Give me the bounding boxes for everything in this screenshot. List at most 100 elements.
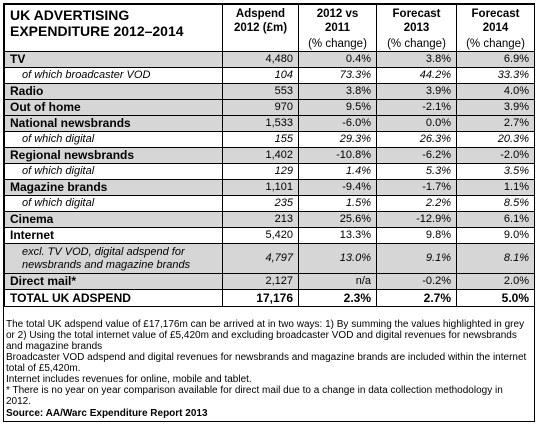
source-note: Source: AA/Warc Expenditure Report 2013 (6, 408, 208, 419)
table-row: Internet 5,420 13.3% 9.8% 9.0% (4, 227, 535, 244)
cell-f2013: 5.3% (376, 163, 457, 180)
footnote-3: Internet includes revenues for online, m… (6, 374, 252, 385)
total-chg2012: 2.3% (298, 289, 377, 307)
row-label: Cinema (4, 211, 223, 228)
col-2012-sub: (% change) (308, 38, 367, 50)
cell-f2013: 26.3% (376, 131, 457, 148)
table-title: UK ADVERTISING EXPENDITURE 2012–2014 (4, 4, 223, 52)
row-label: excl. TV VOD, digital adspend for newsbr… (4, 243, 223, 274)
cell-chg2012: -9.4% (298, 179, 377, 196)
cell-f2014: 3.5% (456, 163, 535, 180)
cell-f2013: 9.1% (376, 243, 457, 274)
total-f2013: 2.7% (376, 289, 457, 307)
cell-f2014: 8.1% (456, 243, 535, 274)
cell-adspend: 4,480 (222, 51, 299, 68)
table-row: of which digital 235 1.5% 2.2% 8.5% (4, 195, 535, 212)
cell-f2014: 1.1% (456, 179, 535, 196)
row-label: of which digital (4, 195, 223, 212)
table-row: Cinema 213 25.6% -12.9% 6.1% (4, 211, 535, 228)
cell-adspend: 213 (222, 211, 299, 228)
cell-adspend: 235 (222, 195, 299, 212)
table-row: Direct mail* 2,127 n/a -0.2% 2.0% (4, 273, 535, 290)
cell-f2014: 2.0% (456, 273, 535, 290)
col-2013-sub: (% change) (387, 38, 446, 50)
row-label: Magazine brands (4, 179, 223, 196)
table-row: TV 4,480 0.4% 3.8% 6.9% (4, 51, 535, 68)
cell-adspend: 155 (222, 131, 299, 148)
cell-adspend: 553 (222, 83, 299, 100)
table-row: Radio 553 3.8% 3.9% 4.0% (4, 83, 535, 100)
cell-f2014: 3.9% (456, 99, 535, 116)
total-row: TOTAL UK ADSPEND 17,176 2.3% 2.7% 5.0% (4, 289, 535, 307)
cell-f2013: -12.9% (376, 211, 457, 228)
cell-chg2012: 13.3% (298, 227, 377, 244)
cell-adspend: 1,101 (222, 179, 299, 196)
cell-adspend: 4,797 (222, 243, 299, 274)
row-label: of which digital (4, 163, 223, 180)
cell-f2014: 6.1% (456, 211, 535, 228)
table-row: Magazine brands 1,101 -9.4% -1.7% 1.1% (4, 179, 535, 196)
cell-f2014: 8.5% (456, 195, 535, 212)
cell-chg2012: 1.4% (298, 163, 377, 180)
total-adspend: 17,176 (222, 289, 299, 307)
adspend-table: UK ADVERTISING EXPENDITURE 2012–2014 Ads… (4, 4, 535, 307)
cell-adspend: 129 (222, 163, 299, 180)
cell-chg2012: 3.8% (298, 83, 377, 100)
cell-f2014: 4.0% (456, 83, 535, 100)
cell-chg2012: 9.5% (298, 99, 377, 116)
table-row: excl. TV VOD, digital adspend for newsbr… (4, 243, 535, 274)
cell-chg2012: -6.0% (298, 115, 377, 132)
footnote-4: * There is no year on year comparison av… (6, 385, 503, 407)
row-label: National newsbrands (4, 115, 223, 132)
table-row: Regional newsbrands 1,402 -10.8% -6.2% -… (4, 147, 535, 164)
cell-f2014: 2.7% (456, 115, 535, 132)
cell-f2013: -1.7% (376, 179, 457, 196)
col-2014-label: Forecast 2014 (471, 8, 520, 34)
col-2012-label: 2012 vs 2011 (316, 8, 359, 34)
cell-chg2012: 25.6% (298, 211, 377, 228)
row-label: Regional newsbrands (4, 147, 223, 164)
cell-f2014: 6.9% (456, 51, 535, 68)
cell-adspend: 2,127 (222, 273, 299, 290)
table-row: National newsbrands 1,533 -6.0% 0.0% 2.7… (4, 115, 535, 132)
footnotes: The total UK adspend value of £17,176m c… (6, 319, 530, 419)
row-label: Internet (4, 227, 223, 244)
cell-f2014: 33.3% (456, 67, 535, 84)
row-label: of which digital (4, 131, 223, 148)
table-frame: UK ADVERTISING EXPENDITURE 2012–2014 Ads… (3, 3, 535, 422)
row-label: of which broadcaster VOD (4, 67, 223, 84)
col-2014-header: Forecast 2014 (% change) (456, 4, 535, 52)
col-2013-label: Forecast 2013 (392, 8, 441, 34)
cell-f2013: -0.2% (376, 273, 457, 290)
cell-adspend: 1,533 (222, 115, 299, 132)
table-row: of which digital 129 1.4% 5.3% 3.5% (4, 163, 535, 180)
table-row: of which digital 155 29.3% 26.3% 20.3% (4, 131, 535, 148)
cell-chg2012: 0.4% (298, 51, 377, 68)
cell-chg2012: -10.8% (298, 147, 377, 164)
cell-adspend: 5,420 (222, 227, 299, 244)
cell-chg2012: 29.3% (298, 131, 377, 148)
row-label: Out of home (4, 99, 223, 116)
cell-adspend: 104 (222, 67, 299, 84)
col-2012-header: 2012 vs 2011 (% change) (298, 4, 377, 52)
table-row: of which broadcaster VOD 104 73.3% 44.2%… (4, 67, 535, 84)
cell-f2013: 44.2% (376, 67, 457, 84)
cell-f2013: 9.8% (376, 227, 457, 244)
row-label: Radio (4, 83, 223, 100)
cell-f2014: 9.0% (456, 227, 535, 244)
total-f2014: 5.0% (456, 289, 535, 307)
cell-f2013: 2.2% (376, 195, 457, 212)
cell-f2014: -2.0% (456, 147, 535, 164)
col-2014-sub: (% change) (466, 38, 525, 50)
table-row: Out of home 970 9.5% -2.1% 3.9% (4, 99, 535, 116)
cell-f2013: 0.0% (376, 115, 457, 132)
col-adspend-header: Adspend 2012 (£m) (222, 4, 299, 52)
footnote-1: The total UK adspend value of £17,176m c… (6, 319, 525, 352)
cell-adspend: 1,402 (222, 147, 299, 164)
cell-chg2012: n/a (298, 273, 377, 290)
cell-f2013: 3.9% (376, 83, 457, 100)
cell-adspend: 970 (222, 99, 299, 116)
cell-f2014: 20.3% (456, 131, 535, 148)
cell-chg2012: 73.3% (298, 67, 377, 84)
footnote-2: Broadcaster VOD adspend and digital reve… (6, 352, 527, 374)
